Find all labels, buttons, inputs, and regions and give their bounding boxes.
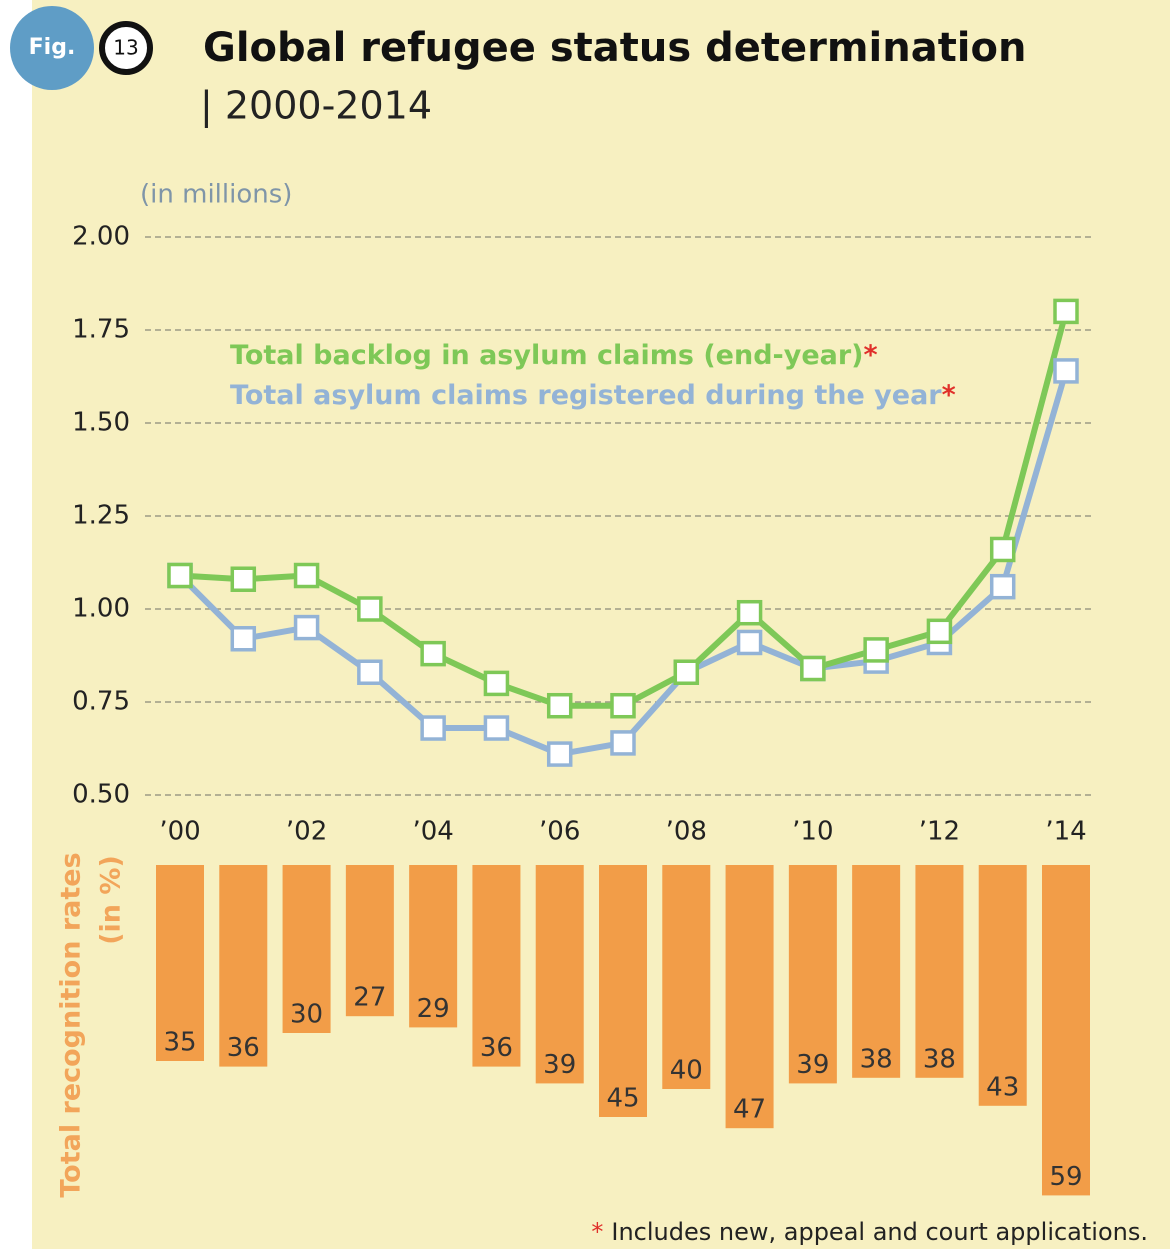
y-axis-label: (in millions) [140,180,292,210]
y-tick-label: 0.75 [72,687,130,717]
y-tick-label: 2.00 [72,222,130,252]
y-tick-label: 1.75 [72,315,130,345]
bar [599,865,647,1117]
point-marker [546,741,573,767]
bar [219,865,268,1067]
point-marker [293,562,320,589]
point-marker [1053,298,1079,325]
x-tick-label: ’08 [666,817,707,847]
legend-label: Total backlog in asylum claims (end-year… [230,340,864,371]
bar-value-label: 47 [733,1095,766,1125]
legend-marker: * [864,340,878,371]
bar [472,865,521,1067]
point-marker [610,730,636,756]
bar-value-label: 39 [543,1050,576,1080]
y-tick-label: 1.00 [72,594,130,624]
point-marker [989,536,1016,563]
fig-badge [10,6,94,90]
bar-value-label: 43 [986,1072,1019,1102]
footnote: * Includes new, appeal and court applicat… [591,1218,1148,1246]
point-marker [420,715,446,741]
bar [1042,865,1090,1196]
point-marker [230,626,257,652]
bar-value-label: 36 [227,1033,260,1063]
bar-value-label: 36 [480,1033,513,1063]
legend-marker: * [942,380,956,411]
bar [915,865,964,1078]
y-tick-label: 1.25 [72,501,130,531]
bar-value-label: 39 [796,1050,829,1080]
bar-value-label: 27 [353,983,386,1013]
footnote-marker: * [591,1218,603,1246]
bar-value-label: 45 [606,1084,639,1114]
bar [535,865,584,1084]
bar [978,865,1027,1106]
point-marker [926,618,953,645]
bar [662,865,711,1089]
point-marker [546,692,573,719]
point-marker [863,637,889,663]
fig-number-badge [99,21,153,75]
x-tick-label: ’06 [539,817,580,847]
bar [788,865,837,1084]
x-tick-label: ’00 [159,817,200,847]
bar-value-label: 29 [417,994,450,1024]
point-marker [357,596,383,622]
fig-number: 13 [113,36,138,60]
bar-axis-label: Total recognition rates [56,852,87,1197]
footnote-text: Includes new, appeal and court applicati… [611,1218,1148,1246]
point-marker [357,659,383,685]
legend-entry: Total asylum claims registered during th… [230,380,956,411]
x-tick-label: ’02 [286,817,327,847]
bar [725,865,774,1129]
bar [282,865,331,1033]
point-marker [293,614,320,641]
chart-title: Global refugee status determination [203,25,1026,71]
point-marker [800,655,826,682]
bar-value-label: 35 [163,1028,196,1058]
x-tick-label: ’04 [412,817,453,847]
x-tick-label: ’12 [919,817,960,847]
fig-label: Fig. [29,35,76,60]
bar [852,865,901,1078]
point-marker [736,629,763,656]
bar-value-label: 40 [670,1056,703,1086]
point-marker [736,599,763,626]
y-tick-label: 1.50 [72,408,130,438]
bar-axis-unit: (in %) [96,855,127,945]
point-marker [420,640,446,667]
bar-value-label: 38 [860,1044,893,1074]
bar [345,865,394,1017]
bar-value-label: 38 [923,1044,956,1074]
point-marker [1053,358,1079,384]
x-tick-label: ’14 [1045,817,1086,847]
point-marker [230,566,257,592]
point-marker [673,659,700,685]
bar-value-label: 59 [1049,1162,1082,1192]
bar-value-label: 30 [290,1000,323,1030]
bar [409,865,458,1028]
point-marker [989,573,1016,600]
point-marker [167,562,193,589]
point-marker [483,715,510,741]
y-tick-label: 0.50 [72,780,130,810]
legend-entry: Total backlog in asylum claims (end-year… [230,340,878,371]
x-tick-label: ’10 [792,817,833,847]
legend-label: Total asylum claims registered during th… [230,380,942,411]
point-marker [483,670,510,697]
bar [156,865,204,1061]
chart-subtitle: | 2000-2014 [200,84,432,129]
point-marker [610,692,636,719]
